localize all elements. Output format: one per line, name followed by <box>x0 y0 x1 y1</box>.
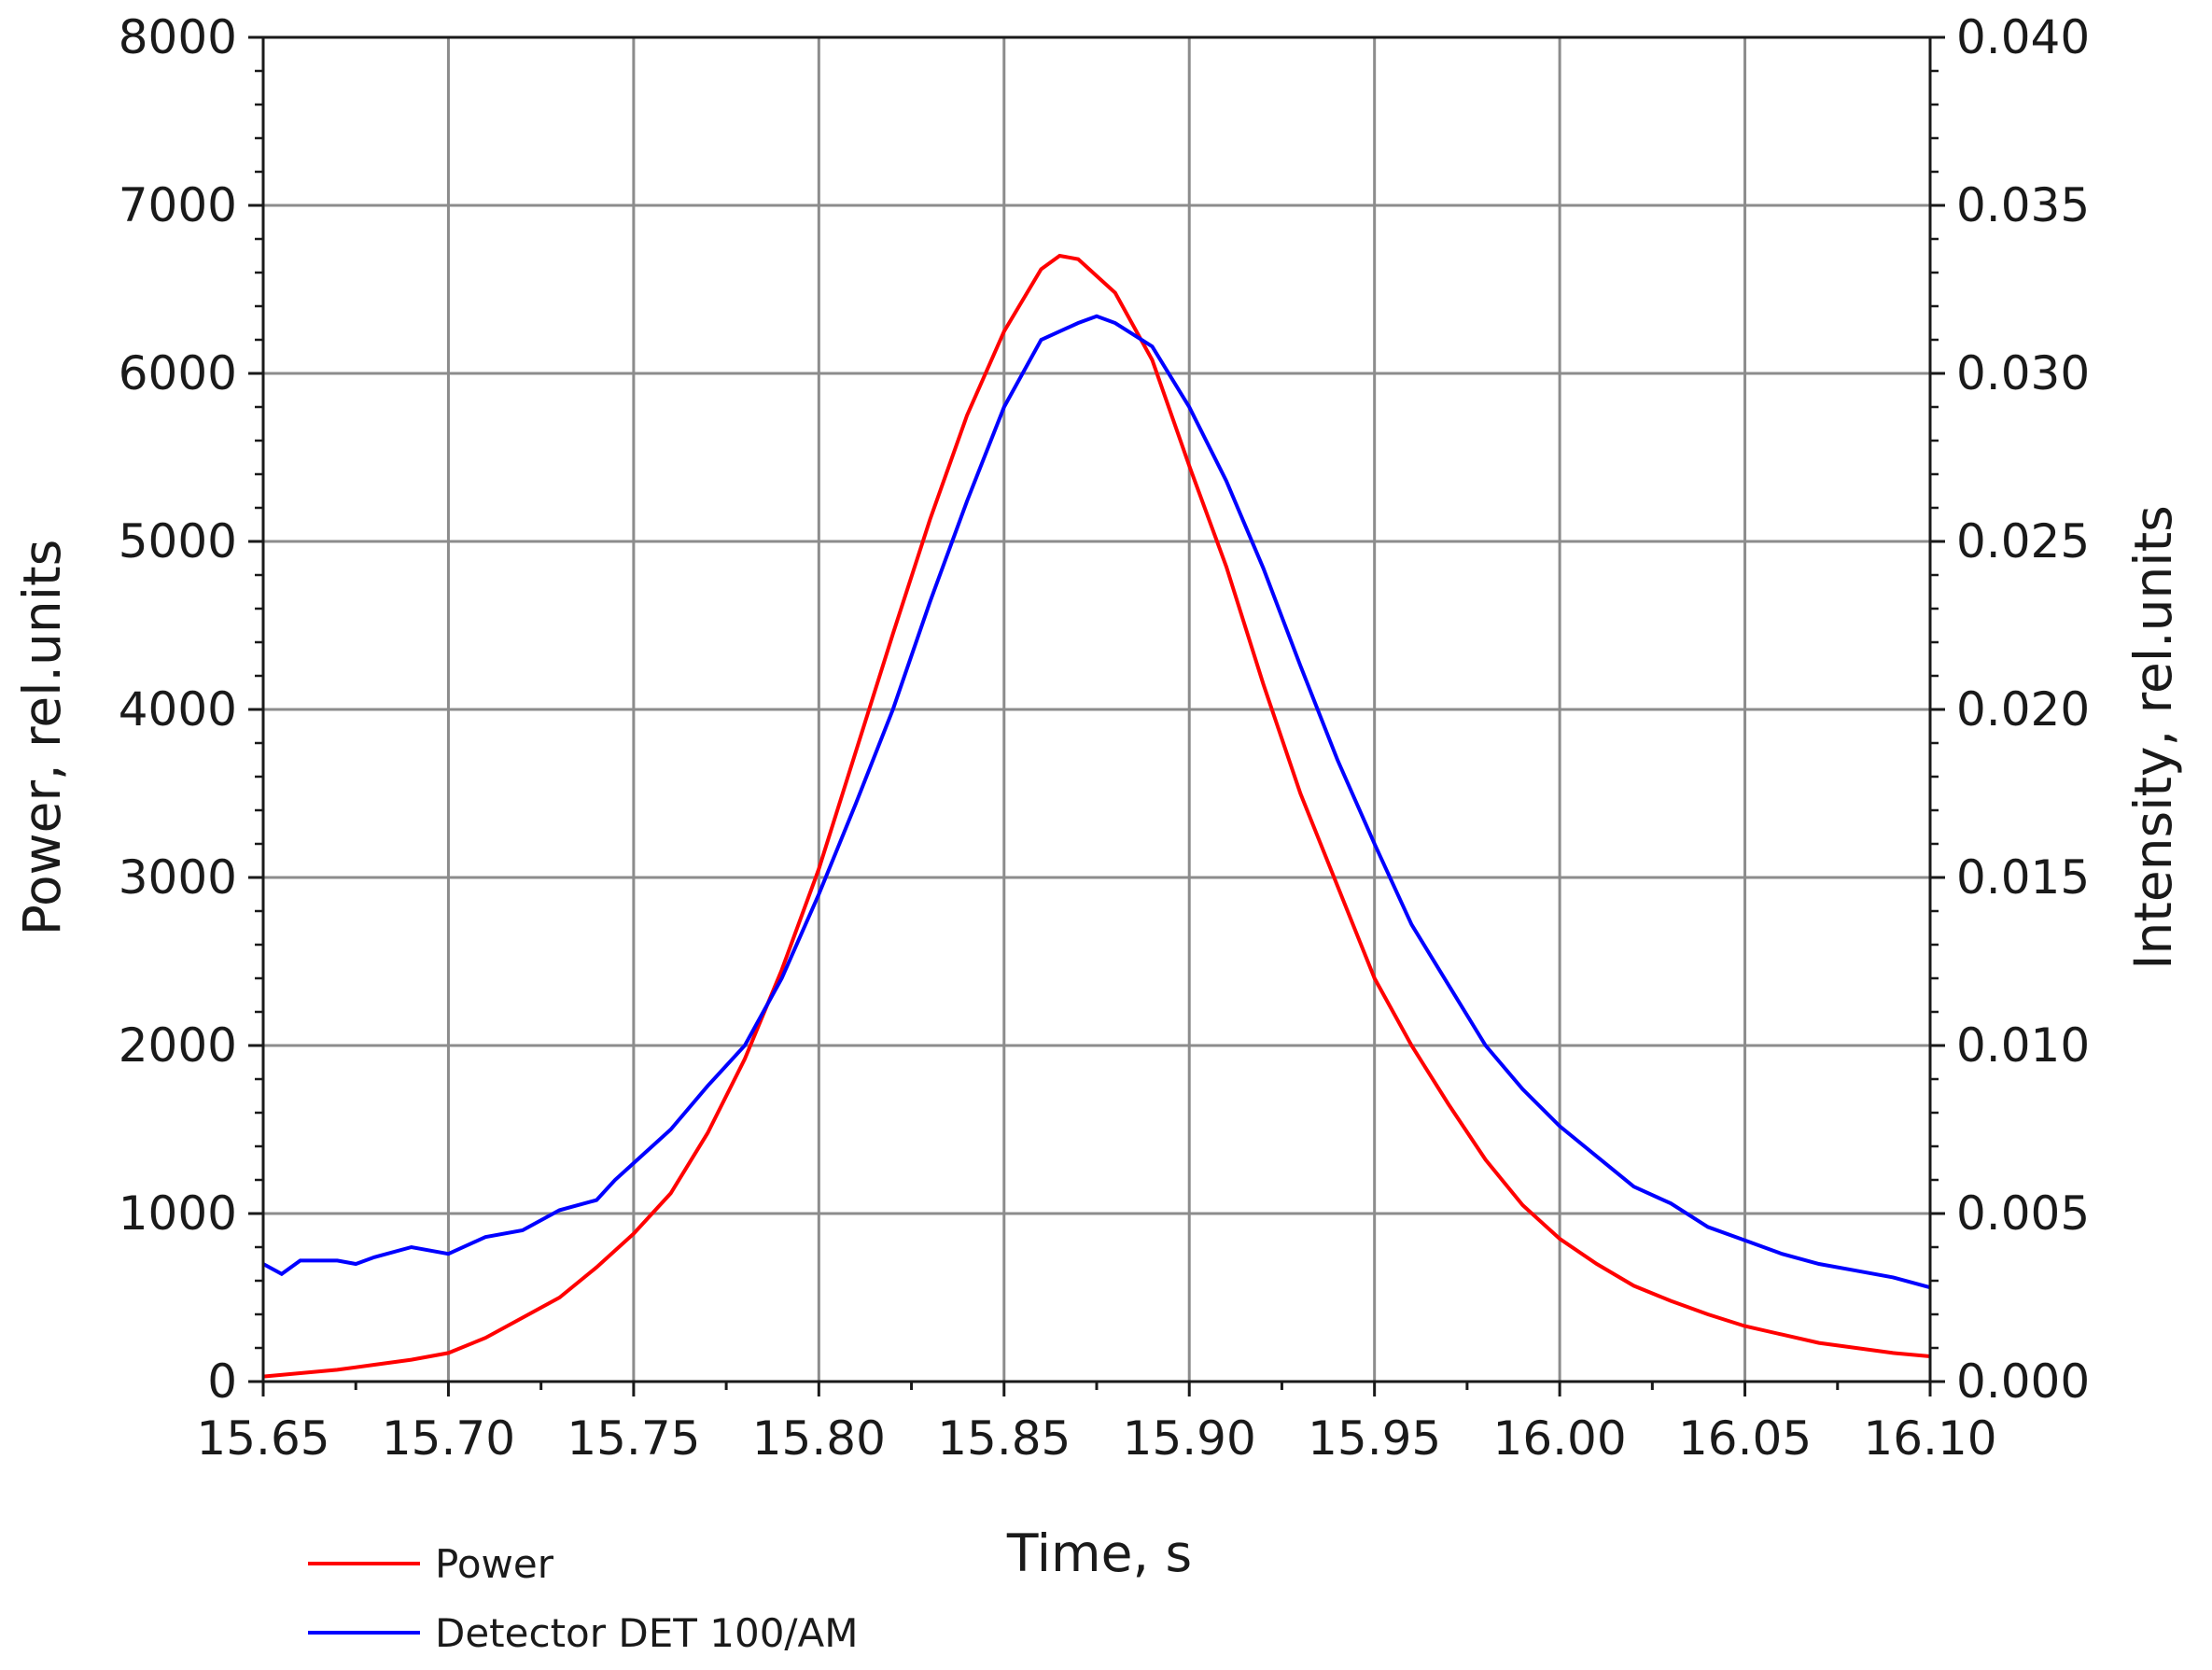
x-tick-label: 16.00 <box>1493 1411 1627 1466</box>
right-axis-title: Intensity, rel.units <box>2123 505 2183 970</box>
left-tick-label: 7000 <box>119 178 237 232</box>
right-tick-label: 0.020 <box>1956 682 2090 737</box>
x-tick-label: 15.80 <box>752 1411 886 1466</box>
left-axis-title: Power, rel.units <box>12 540 72 935</box>
axis-ticks <box>248 35 1945 1396</box>
x-tick-label: 15.75 <box>567 1411 700 1466</box>
left-tick-label: 2000 <box>119 1018 237 1073</box>
x-tick-label: 15.85 <box>937 1411 1071 1466</box>
legend-label-power: Power <box>435 1541 554 1587</box>
series-line-detector <box>262 314 1931 1290</box>
series-layer <box>262 253 1931 1379</box>
x-axis-title: Time, s <box>1006 1523 1192 1583</box>
grid <box>263 37 1930 1382</box>
series-line-power <box>262 253 1931 1379</box>
legend: Power Detector DET 100/AM <box>308 1541 859 1656</box>
legend-label-detector: Detector DET 100/AM <box>435 1610 859 1656</box>
left-tick-label: 0 <box>207 1354 237 1409</box>
right-axis-tick-labels: 0.000 0.005 0.010 0.015 0.020 0.025 0.030 0.035… <box>1956 10 2090 1409</box>
right-tick-label: 0.035 <box>1956 178 2090 232</box>
left-tick-label: 5000 <box>119 514 237 568</box>
right-tick-label: 0.015 <box>1956 850 2090 905</box>
left-tick-label: 8000 <box>119 10 237 64</box>
x-tick-label: 15.65 <box>196 1411 329 1466</box>
left-tick-label: 3000 <box>119 850 237 905</box>
left-tick-label: 6000 <box>119 346 237 400</box>
x-tick-label: 15.90 <box>1123 1411 1256 1466</box>
right-tick-label: 0.010 <box>1956 1018 2090 1073</box>
left-axis-tick-labels: 0 1000 2000 3000 4000 5000 6000 7000 8000 <box>119 10 237 1409</box>
right-tick-label: 0.030 <box>1956 346 2090 400</box>
right-tick-label: 0.040 <box>1956 10 2090 64</box>
x-tick-label: 15.95 <box>1308 1411 1441 1466</box>
right-tick-label: 0.000 <box>1956 1354 2090 1409</box>
x-tick-label: 16.10 <box>1863 1411 1996 1466</box>
right-tick-label: 0.025 <box>1956 514 2090 568</box>
x-axis-tick-labels: 15.65 15.70 15.75 15.80 15.85 15.90 15.95 16.00… <box>196 1411 1996 1466</box>
x-tick-label: 15.70 <box>382 1411 515 1466</box>
left-tick-label: 1000 <box>119 1186 237 1241</box>
right-tick-label: 0.005 <box>1956 1186 2090 1241</box>
left-tick-label: 4000 <box>119 682 237 737</box>
x-tick-label: 16.05 <box>1678 1411 1812 1466</box>
